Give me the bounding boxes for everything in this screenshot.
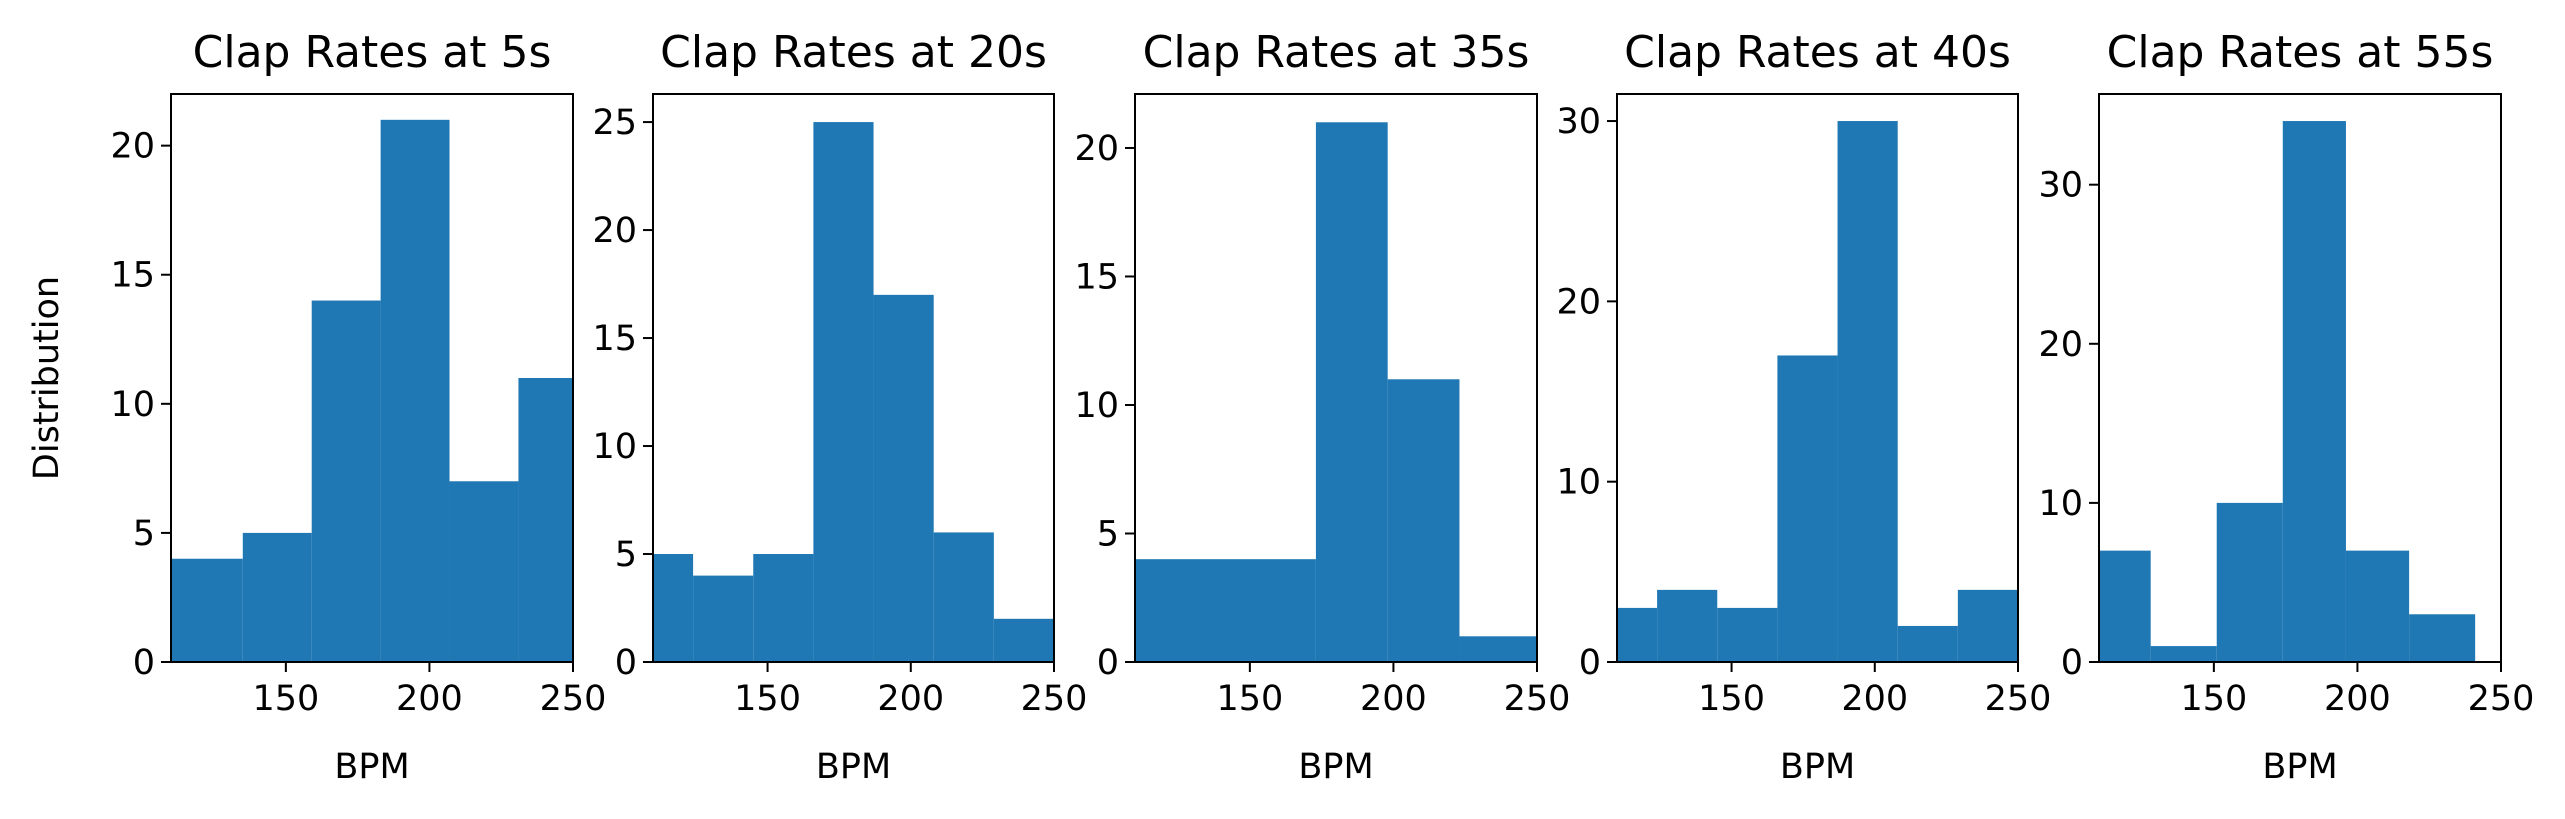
histogram-bar: [2216, 502, 2283, 662]
subplot-2: 150 200 250 0 5 10 15 20 25 Clap Rates at 20s BPM: [592, 27, 1087, 787]
histogram-bar: [2150, 646, 2217, 662]
x-axis-label: BPM: [816, 747, 891, 787]
y-tick-label: 0: [1097, 643, 1119, 683]
x-tick-label: 150: [2180, 679, 2247, 719]
y-tick-label: 20: [1074, 129, 1119, 169]
histogram-bar: [993, 618, 1054, 662]
y-tick-label: 10: [2038, 484, 2083, 524]
subplot-4: 150 200 250 0 10 20 30 Clap Rates at 40s BPM: [1556, 27, 2051, 787]
y-tick-label: 0: [615, 643, 637, 683]
y-tick-label: 10: [110, 385, 155, 425]
x-tick-label: 150: [734, 679, 801, 719]
histogram-bar: [693, 575, 754, 662]
x-tick-label: 250: [1021, 679, 1088, 719]
axes-frame: [1134, 93, 1538, 663]
y-tick-label: 30: [1556, 102, 1601, 142]
histogram-bar: [1315, 122, 1388, 663]
y-tick-label: 20: [2038, 325, 2083, 365]
x-tick-label: 200: [877, 679, 944, 719]
histogram-bar: [1717, 607, 1778, 662]
histogram-bar: [873, 294, 934, 662]
x-tick-label: 250: [540, 679, 607, 719]
y-tick-label: 0: [1579, 643, 1601, 683]
subplot-1: 150 200 250 0 5 10 15 20 Clap Rates at 5s BPM Dist…: [27, 27, 606, 787]
histogram-bar: [2282, 121, 2346, 663]
y-tick-label: 0: [133, 643, 155, 683]
x-tick-label: 200: [396, 679, 463, 719]
x-tick-label: 150: [1698, 679, 1765, 719]
y-tick-label: 25: [592, 103, 637, 143]
histogram-bar: [518, 378, 573, 662]
histogram-bar: [2099, 550, 2151, 662]
histogram-bar: [2345, 550, 2410, 662]
subplot-5: 150 200 250 0 10 20 30 Clap Rates at 55s BPM: [2038, 27, 2534, 787]
histogram-bar: [1657, 589, 1718, 662]
y-tick-label: 5: [133, 514, 155, 554]
y-tick-label: 20: [110, 127, 155, 167]
x-tick-label: 250: [1985, 679, 2052, 719]
axes-frame: [170, 93, 574, 663]
x-tick-label: 200: [1841, 679, 1908, 719]
y-tick-label: 20: [592, 211, 637, 251]
histogram-bar: [1387, 379, 1460, 662]
chart-title: Clap Rates at 5s: [193, 27, 552, 78]
histogram-bar: [1897, 625, 1958, 662]
x-tick-label: 250: [2468, 679, 2535, 719]
y-tick-label: 15: [110, 256, 155, 296]
histogram-bar: [813, 122, 874, 662]
x-axis-label: BPM: [2262, 747, 2337, 787]
y-tick-label: 5: [1097, 514, 1119, 554]
histogram-bar: [1957, 589, 2018, 662]
histogram-bar: [1617, 607, 1658, 662]
histogram-bar: [1135, 559, 1316, 662]
y-tick-label: 10: [592, 427, 637, 467]
subplot-3: 150 200 250 0 5 10 15 20 Clap Rates at 35s BPM: [1074, 27, 1570, 787]
x-tick-label: 200: [2324, 679, 2391, 719]
chart-title: Clap Rates at 55s: [2107, 27, 2494, 78]
chart-title: Clap Rates at 35s: [1143, 27, 1530, 78]
histogram-bar: [1837, 121, 1898, 663]
histogram-bar: [311, 300, 381, 662]
x-axis-label: BPM: [1780, 747, 1855, 787]
x-tick-label: 150: [1216, 679, 1283, 719]
histogram-bar: [449, 481, 519, 662]
x-axis-label: BPM: [1298, 747, 1373, 787]
y-tick-label: 0: [2061, 643, 2083, 683]
histogram-bar: [933, 532, 994, 662]
histogram-bar: [1777, 355, 1838, 662]
histogram-bar: [2409, 614, 2476, 662]
x-tick-label: 200: [1360, 679, 1427, 719]
y-axis-label: Distribution: [27, 276, 67, 480]
chart-title: Clap Rates at 20s: [660, 27, 1047, 78]
histogram-bar: [653, 554, 694, 662]
y-tick-label: 30: [2038, 166, 2083, 206]
histogram-bar: [380, 119, 450, 663]
y-tick-label: 15: [1074, 257, 1119, 297]
y-tick-label: 10: [1556, 463, 1601, 503]
histogram-bar: [753, 554, 814, 662]
axes-frame: [1616, 93, 2019, 663]
y-tick-label: 10: [1074, 386, 1119, 426]
histogram-bar: [171, 558, 243, 662]
chart-title: Clap Rates at 40s: [1624, 27, 2011, 78]
axes-frame: [652, 93, 1055, 663]
y-tick-label: 20: [1556, 282, 1601, 322]
histogram-bar: [242, 532, 312, 662]
x-tick-label: 250: [1504, 679, 1571, 719]
x-tick-label: 150: [252, 679, 319, 719]
y-tick-label: 15: [592, 319, 637, 359]
y-tick-label: 5: [615, 535, 637, 575]
axes-frame: [2098, 93, 2502, 663]
histogram-bar: [1459, 636, 1537, 662]
x-axis-label: BPM: [334, 747, 409, 787]
